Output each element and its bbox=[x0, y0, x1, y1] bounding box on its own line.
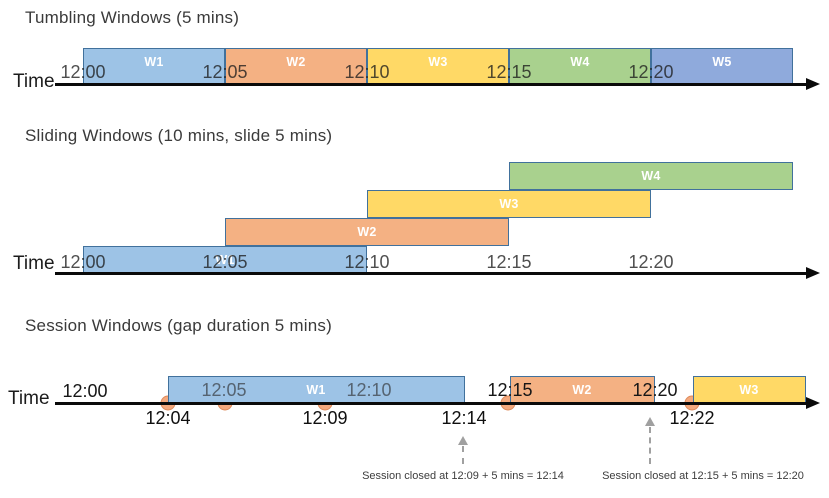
session-event-label-1204: 12:04 bbox=[145, 408, 191, 428]
arrow-up-icon bbox=[458, 436, 468, 445]
sliding-window-w2: W2 bbox=[225, 218, 509, 246]
arrow-right-icon bbox=[806, 78, 820, 90]
sliding-window-w1-label: W1 bbox=[215, 253, 235, 267]
session-window-w1-label: W1 bbox=[306, 383, 326, 397]
sliding-time-axis bbox=[55, 272, 806, 275]
tumbling-window-w4-label: W4 bbox=[570, 55, 590, 69]
session-closed-annotation-1: Session closed at 12:09 + 5 mins = 12:14 bbox=[362, 470, 564, 482]
tumbling-tick-1215: 12:15 bbox=[486, 62, 532, 82]
sliding-window-w1: W1 bbox=[83, 246, 367, 274]
tumbling-tick-1210: 12:10 bbox=[344, 62, 390, 82]
tumbling-window-w5: W5 bbox=[651, 48, 793, 84]
tumbling-tick-1200: 12:00 bbox=[60, 62, 106, 82]
session-window-w3 bbox=[693, 376, 806, 403]
sliding-tick-1205: 12:05 bbox=[202, 252, 248, 272]
tumbling-window-w5-label: W5 bbox=[712, 55, 732, 69]
tumbling-time-axis bbox=[55, 83, 806, 86]
session-time-axis bbox=[55, 402, 806, 405]
sliding-tick-1210: 12:10 bbox=[344, 252, 390, 272]
tumbling-window-w1: W1 bbox=[83, 48, 225, 84]
tumbling-time-axis-label: Time bbox=[13, 71, 55, 92]
tumbling-window-w2-label: W2 bbox=[286, 55, 306, 69]
dashed-arrow-shaft bbox=[462, 446, 464, 464]
arrow-up-icon bbox=[645, 417, 655, 426]
tumbling-tick-1220: 12:20 bbox=[628, 62, 674, 82]
session-tick-1200: 12:00 bbox=[62, 381, 108, 401]
session-window-w2-label: W2 bbox=[572, 383, 592, 397]
sliding-title: Sliding Windows (10 mins, slide 5 mins) bbox=[25, 126, 333, 145]
session-w1-inner-tick-1210: 12:10 bbox=[346, 380, 392, 400]
session-closed-annotation-2: Session closed at 12:15 + 5 mins = 12:20 bbox=[602, 470, 804, 482]
sliding-window-w3: W3 bbox=[367, 190, 651, 218]
sliding-window-w3-label: W3 bbox=[499, 197, 519, 211]
session-time-axis-label: Time bbox=[8, 388, 50, 409]
sliding-time-axis-label: Time bbox=[13, 253, 55, 274]
session-event-label-1209: 12:09 bbox=[302, 408, 348, 428]
sliding-window-w2-label: W2 bbox=[357, 225, 377, 239]
session-w1-inner-tick-1205: 12:05 bbox=[201, 380, 247, 400]
sliding-window-w4: W4 bbox=[509, 162, 793, 190]
session-w2-end-tick-1220: 12:20 bbox=[632, 380, 678, 400]
sliding-tick-1215: 12:15 bbox=[486, 252, 532, 272]
tumbling-tick-1205: 12:05 bbox=[202, 62, 248, 82]
arrow-right-icon bbox=[806, 267, 820, 279]
tumbling-window-w1-label: W1 bbox=[144, 55, 164, 69]
session-w2-start-tick-1215: 12:15 bbox=[487, 380, 533, 400]
sliding-window-w4-label: W4 bbox=[641, 169, 661, 183]
arrow-right-icon bbox=[806, 397, 820, 409]
session-window-w3-label: W3 bbox=[739, 383, 759, 397]
sliding-tick-1220: 12:20 bbox=[628, 252, 674, 272]
dashed-arrow-shaft bbox=[649, 427, 651, 464]
session-event-label-1214: 12:14 bbox=[441, 408, 487, 428]
tumbling-window-w3-label: W3 bbox=[428, 55, 448, 69]
sliding-tick-1200: 12:00 bbox=[60, 252, 106, 272]
tumbling-window-w3: W3 bbox=[367, 48, 509, 84]
session-title: Session Windows (gap duration 5 mins) bbox=[25, 316, 332, 335]
session-window-w1 bbox=[168, 376, 465, 403]
tumbling-title: Tumbling Windows (5 mins) bbox=[25, 8, 240, 27]
session-event-label-1222: 12:22 bbox=[669, 408, 715, 428]
